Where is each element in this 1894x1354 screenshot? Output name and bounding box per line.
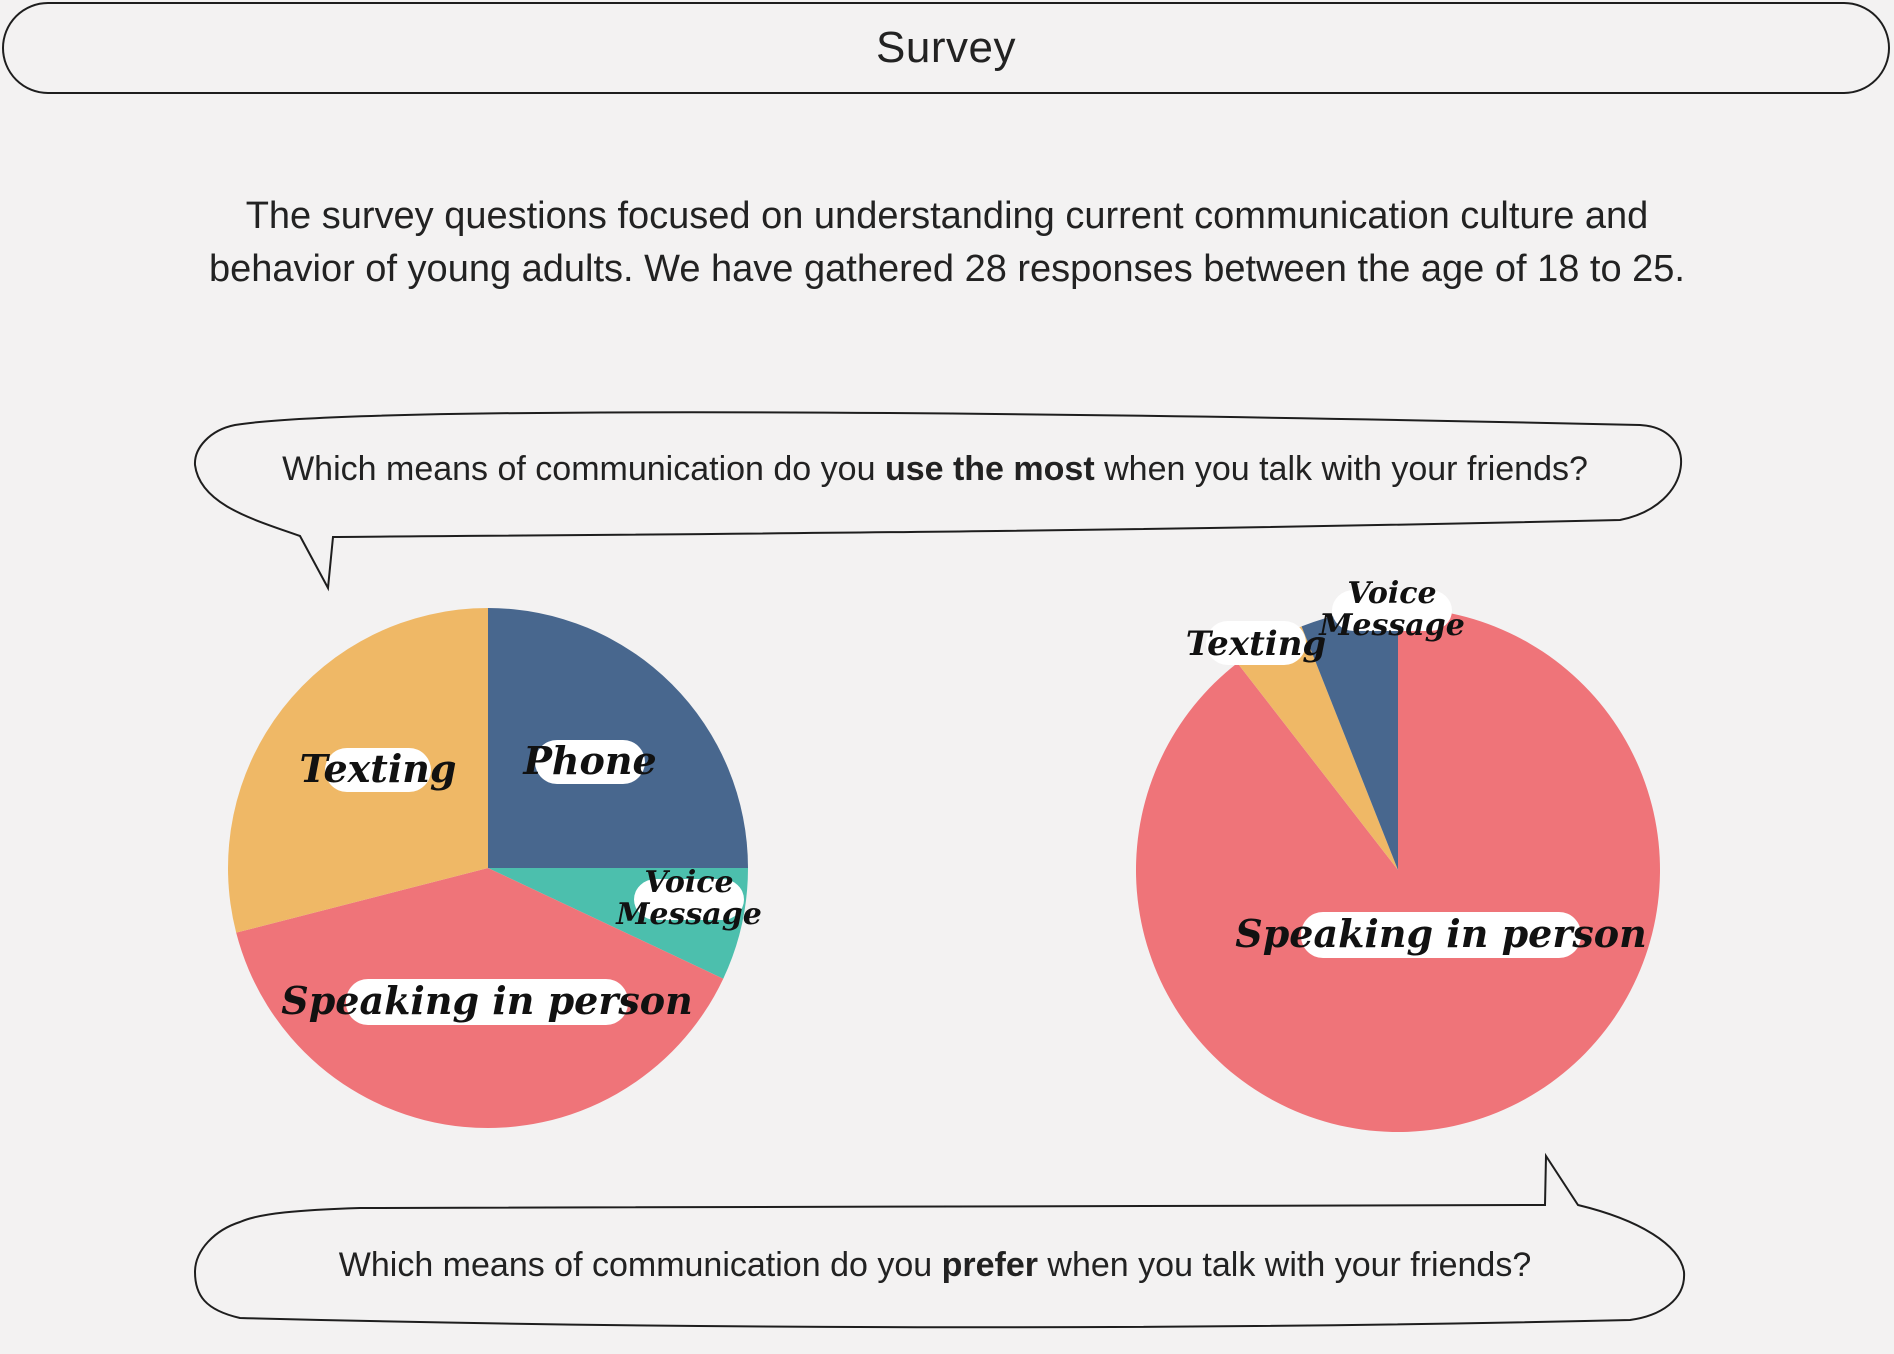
slice-label-backdrop [1301, 912, 1581, 958]
question-prefer-emphasis: prefer [941, 1246, 1038, 1284]
slice-label-backdrop [1206, 621, 1306, 665]
slice-label-texting: Texting [300, 746, 457, 792]
question-prefer: Which means of communication do you pref… [250, 1246, 1620, 1285]
slice-label-speaking-in-person: Speaking in person [1235, 911, 1647, 958]
question-prefer-prefix: Which means of communication do you [338, 1246, 942, 1284]
question-most-prefix: Which means of communication do you [282, 450, 885, 488]
slice-label-texting: Texting [1186, 621, 1326, 665]
question-most-suffix: when you talk with your friends? [1094, 450, 1588, 488]
slice-label-text: Texting [300, 746, 457, 791]
slice-label-backdrop [1332, 590, 1452, 631]
slice-label-text: Message [1318, 608, 1465, 643]
slice-label-text: Voice [1347, 576, 1436, 611]
slice-label-text: Message [615, 897, 762, 932]
pie-slice-voice-message [1301, 608, 1398, 870]
slice-label-backdrop [325, 748, 431, 792]
pie-slice-speaking-in-person [1136, 608, 1660, 1133]
question-prefer-suffix: when you talk with your friends? [1037, 1246, 1532, 1284]
intro-text: The survey questions focused on understa… [150, 190, 1744, 296]
slice-label-phone: Phone [522, 738, 657, 784]
slice-label-backdrop [634, 879, 744, 920]
intro-line-2: behavior of young adults. We have gather… [208, 248, 1685, 290]
slice-label-text: Voice [644, 865, 733, 900]
page-title: Survey [2, 2, 1890, 94]
pie-slice-phone [488, 608, 748, 868]
slice-label-backdrop [535, 740, 645, 784]
slice-label-text: Phone [522, 738, 656, 783]
intro-line-1: The survey questions focused on understa… [245, 195, 1649, 237]
slice-label-speaking-in-person: Speaking in person [281, 978, 693, 1025]
slice-label-backdrop [346, 979, 628, 1025]
slice-label-text: Speaking in person [281, 978, 692, 1023]
pie-slice-texting [1237, 626, 1398, 870]
slice-label-text: Texting [1186, 624, 1326, 664]
question-most-emphasis: use the most [884, 450, 1095, 488]
question-most: Which means of communication do you use … [250, 450, 1620, 489]
slice-label-text: Speaking in person [1235, 911, 1646, 956]
